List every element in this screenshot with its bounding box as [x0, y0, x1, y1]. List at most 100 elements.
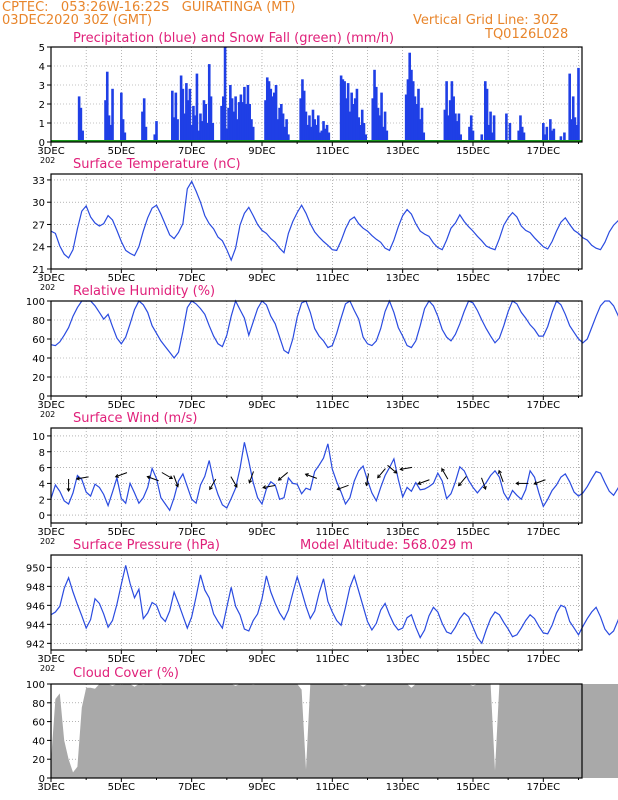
p0-ytick-label: 3 [39, 81, 45, 92]
p0-bar [283, 126, 287, 142]
p0-bar [171, 90, 174, 142]
p0-bar [267, 81, 271, 142]
p5-xtick-label: 15DEC [456, 782, 490, 793]
p3-wind-arrow-head [457, 482, 462, 487]
p5-xtick-label: 9DEC [248, 782, 275, 793]
p0-bar [234, 96, 237, 142]
p1-xtick-label: 13DEC [386, 273, 420, 284]
p4-xtick-label: 7DEC [178, 654, 205, 665]
p3-wind-arrow-head [336, 486, 341, 491]
p0-bar [420, 107, 424, 142]
p0-bar [348, 111, 352, 142]
p1-frame [50, 173, 583, 270]
p0-bar [207, 64, 211, 142]
p2-xtick-label: 13DEC [386, 400, 420, 411]
model-code: TQ0126L028 [485, 27, 569, 42]
p3-wind-arrow [278, 472, 289, 481]
p0-bar [155, 121, 158, 142]
p5-ytick-label: 0 [39, 774, 45, 785]
p0-bar [111, 88, 114, 142]
p1-xtick-label: 5DEC [108, 273, 135, 284]
p0-bar [520, 126, 524, 142]
p0-bar [563, 132, 566, 142]
p0-bar [192, 105, 195, 142]
p0-bar [250, 119, 253, 142]
p0-bar [200, 121, 204, 142]
p2-ytick-label: 20 [32, 373, 45, 384]
p5-ytick-label: 80 [32, 699, 45, 710]
p0-bar [382, 126, 385, 142]
p0-bar [172, 117, 176, 142]
p1-ytick-label: 24 [32, 243, 45, 254]
p0-bar [552, 128, 556, 142]
p3-wind-arrow [377, 468, 386, 479]
p4-title: Surface Pressure (hPa) [73, 538, 220, 553]
p0-bar [505, 113, 508, 142]
p4-xtick-label: 11DEC [315, 654, 349, 665]
p0-bar [483, 81, 487, 142]
p0-bar [229, 85, 232, 142]
p3-wind-arrow [458, 476, 467, 486]
p3-wind-arrow [173, 475, 179, 487]
p3-wind-arrow [498, 470, 504, 483]
p3-wind-arrow [147, 476, 159, 482]
p0-bar [206, 123, 209, 142]
p4-xtick-label: 17DEC [526, 654, 560, 665]
p0-bar [454, 113, 457, 142]
p0-xtick-label: 11DEC [315, 146, 349, 157]
p0-bar [359, 124, 362, 142]
p0-bar [413, 96, 417, 142]
p2-title: Relative Humidity (%) [73, 284, 215, 299]
p3-wind-arrow [387, 464, 398, 474]
p0-bar [248, 104, 251, 142]
p0-bar [204, 104, 208, 142]
p4-xtick-label: 3DEC [37, 654, 64, 665]
p0-bar [550, 130, 554, 142]
p3-xtick-label: 11DEC [315, 527, 349, 538]
p0-bar [492, 115, 496, 142]
p0-bar [339, 75, 343, 142]
p3-wind-arrow [161, 472, 173, 479]
p0-bar [195, 73, 199, 142]
p0-bar [318, 132, 322, 142]
p2-xtick-label: 3DEC [37, 400, 64, 411]
p2-xtick-label: 7DEC [178, 400, 205, 411]
p2-xtick-label: 15DEC [456, 400, 490, 411]
p1-title: Surface Temperature (nC) [73, 157, 241, 172]
p0-bar [105, 71, 109, 142]
p0-ytick-label: 4 [39, 62, 45, 73]
p3-wind-arrow [441, 468, 449, 480]
p0-bar [211, 123, 215, 142]
p1-xtick-label: 17DEC [526, 273, 560, 284]
run-date: 03DEC2020 30Z (GMT) [2, 13, 153, 28]
p3-wind-arrow [115, 472, 128, 478]
p0-bar [322, 121, 325, 142]
p4-ytick-label: 948 [26, 582, 45, 593]
p0-bar [304, 111, 308, 142]
p0-bar [445, 81, 448, 142]
p1-xtick-label: 3DEC [37, 273, 64, 284]
p0-bar [357, 117, 360, 142]
p0-bar [222, 96, 225, 142]
p0-bar [353, 98, 357, 142]
p0-bar [549, 119, 552, 142]
p3-xtick-label: 5DEC [108, 527, 135, 538]
p3-wind-arrow-head [364, 482, 369, 487]
p0-bar [447, 115, 450, 142]
p3-wind-arrow-head [304, 473, 309, 478]
p0-bar [230, 98, 234, 142]
p0-bar [411, 81, 415, 142]
p0-bar [448, 100, 452, 142]
p3-wind-arrow [337, 484, 349, 490]
p0-xtick-label: 5DEC [108, 146, 135, 157]
p0-bar [308, 115, 311, 142]
p4-ytick-label: 942 [26, 639, 45, 650]
p4-annotation: Model Altitude: 568.029 m [300, 538, 473, 553]
p0-bar [225, 128, 229, 142]
p3-wind-arrow-head [209, 486, 213, 491]
p0-bar [360, 109, 364, 142]
p2-ytick-label: 0 [39, 392, 45, 403]
p0-bar [355, 88, 359, 142]
p2-ytick-label: 100 [26, 297, 45, 308]
p0-bar [241, 102, 244, 142]
